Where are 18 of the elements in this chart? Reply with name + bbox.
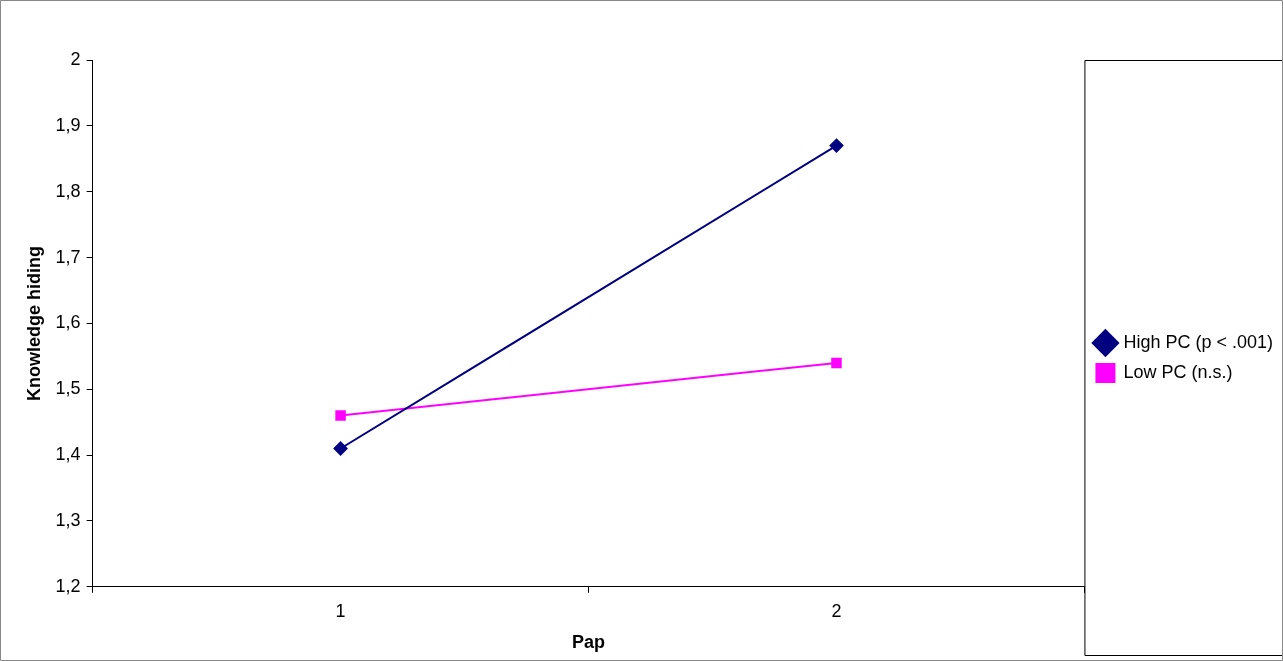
y-tick-label: 1,3	[55, 509, 81, 530]
point	[831, 357, 842, 369]
point	[335, 410, 346, 421]
legend-label: Low PC (n.s.)	[1123, 361, 1233, 382]
y-tick-label: 1,8	[55, 180, 81, 201]
legend-label: High PC (p < .001)	[1123, 331, 1274, 352]
x-tick-label: 1	[335, 600, 346, 621]
y-tick-label: 1,4	[55, 444, 81, 465]
point	[333, 441, 348, 456]
y-tick-label: 1,9	[55, 114, 81, 135]
y-tick-label: 1,7	[55, 246, 81, 267]
y-axis-title: Knowledge hiding	[23, 245, 44, 401]
y-tick-label: 1,6	[55, 312, 81, 333]
x-axis-title: Pap	[572, 632, 606, 653]
y-tick-label: 2	[70, 48, 81, 69]
y-tick-label: 1,2	[55, 575, 81, 596]
y-tick-label: 1,5	[55, 378, 81, 399]
point	[829, 138, 844, 153]
